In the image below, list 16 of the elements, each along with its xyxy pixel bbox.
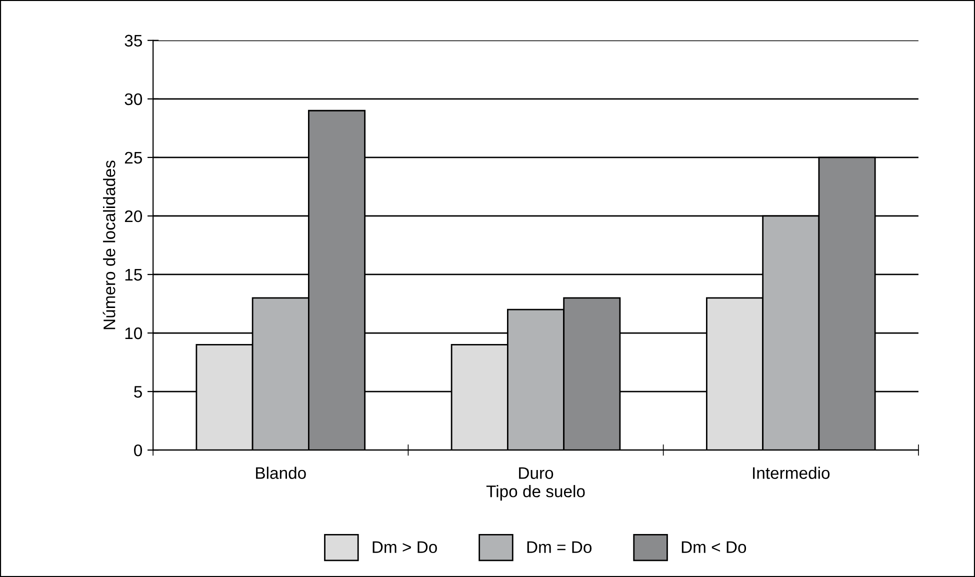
x-tick-label: Duro — [519, 467, 554, 479]
y-tick-label: 0 — [134, 444, 142, 456]
y-tick-label: 10 — [125, 327, 142, 340]
x-tick-label: Intermedio — [753, 466, 830, 479]
x-axis-title: Tipo de suelo — [486, 485, 585, 501]
y-tick-label: 5 — [134, 386, 142, 398]
legend-label: Dm = Do — [527, 541, 592, 554]
x-tick-label: Blando — [256, 466, 306, 479]
legend-label: Dm < Do — [682, 541, 746, 554]
y-tick-label: 15 — [125, 269, 142, 281]
y-tick-label: 25 — [124, 152, 142, 164]
y-tick-label: 35 — [124, 34, 142, 47]
y-tick-label: 20 — [124, 210, 142, 222]
y-axis-title: Número de localidades — [102, 160, 116, 330]
y-tick-label: 30 — [124, 93, 142, 106]
legend-label: Dm > Do — [372, 541, 437, 554]
